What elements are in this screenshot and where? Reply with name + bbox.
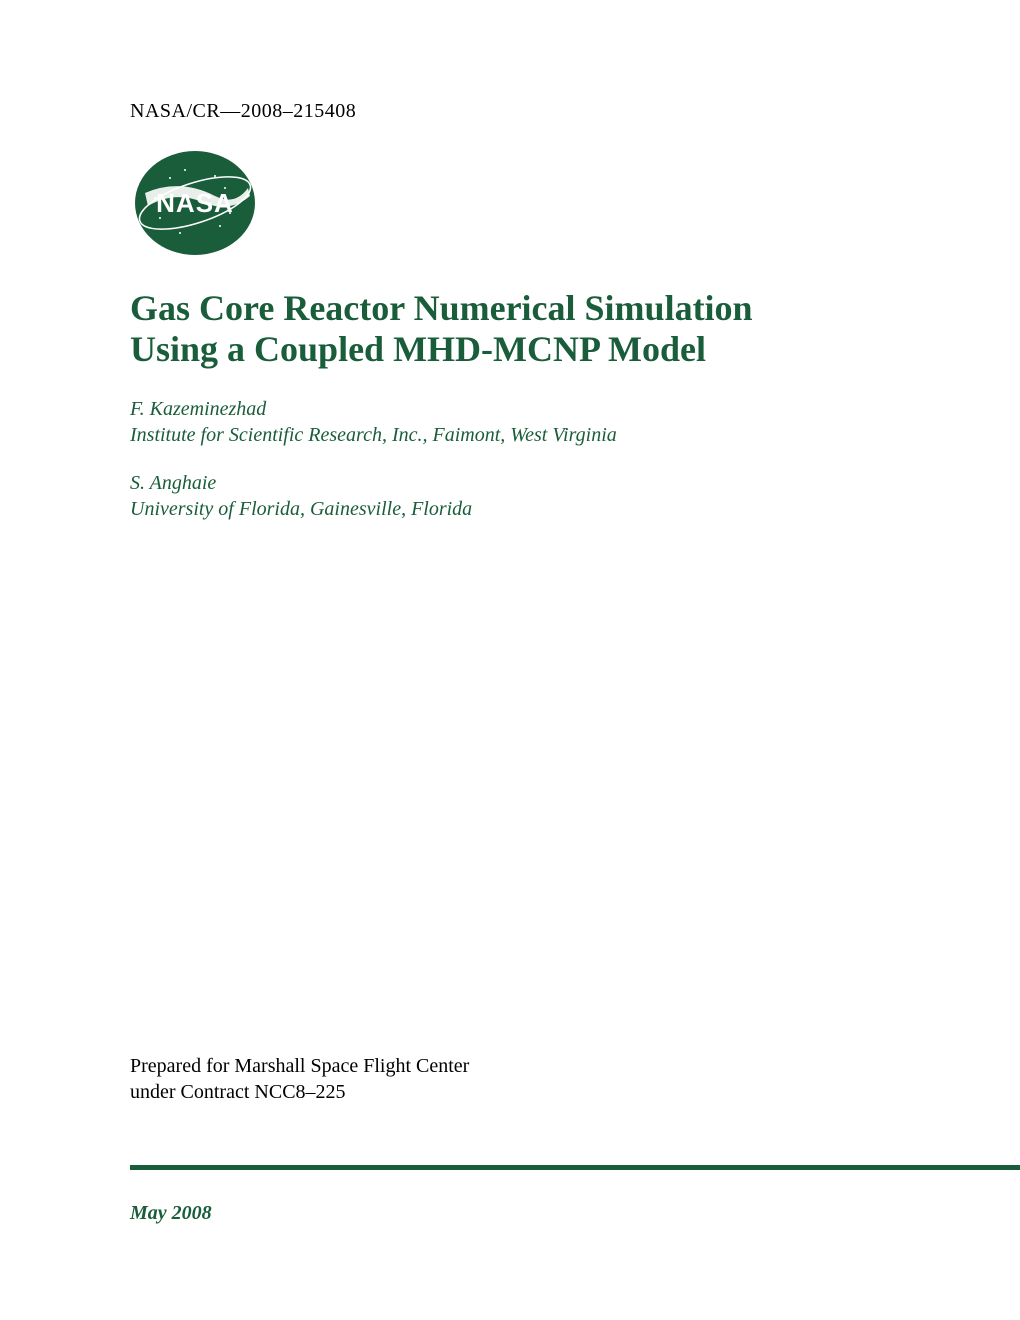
svg-text:NASA: NASA [156, 188, 234, 218]
horizontal-rule [130, 1165, 1020, 1170]
author-block-2: S. Anghaie University of Florida, Gaines… [130, 470, 890, 522]
author-affiliation-1: Institute for Scientific Research, Inc.,… [130, 422, 890, 448]
author-name-2: S. Anghaie [130, 470, 890, 496]
author-name-1: F. Kazeminezhad [130, 396, 890, 422]
prepared-for-line-2: under Contract NCC8–225 [130, 1079, 469, 1105]
author-block-1: F. Kazeminezhad Institute for Scientific… [130, 396, 890, 448]
document-title: Gas Core Reactor Numerical Simulation Us… [130, 288, 890, 371]
author-affiliation-2: University of Florida, Gainesville, Flor… [130, 496, 890, 522]
title-line-2: Using a Coupled MHD-MCNP Model [130, 329, 890, 370]
report-number: NASA/CR—2008–215408 [130, 100, 890, 123]
title-line-1: Gas Core Reactor Numerical Simulation [130, 288, 890, 329]
publication-date: May 2008 [130, 1202, 212, 1225]
prepared-for-line-1: Prepared for Marshall Space Flight Cente… [130, 1053, 469, 1079]
nasa-logo-icon: NASA [130, 148, 260, 258]
prepared-for-block: Prepared for Marshall Space Flight Cente… [130, 1053, 469, 1105]
